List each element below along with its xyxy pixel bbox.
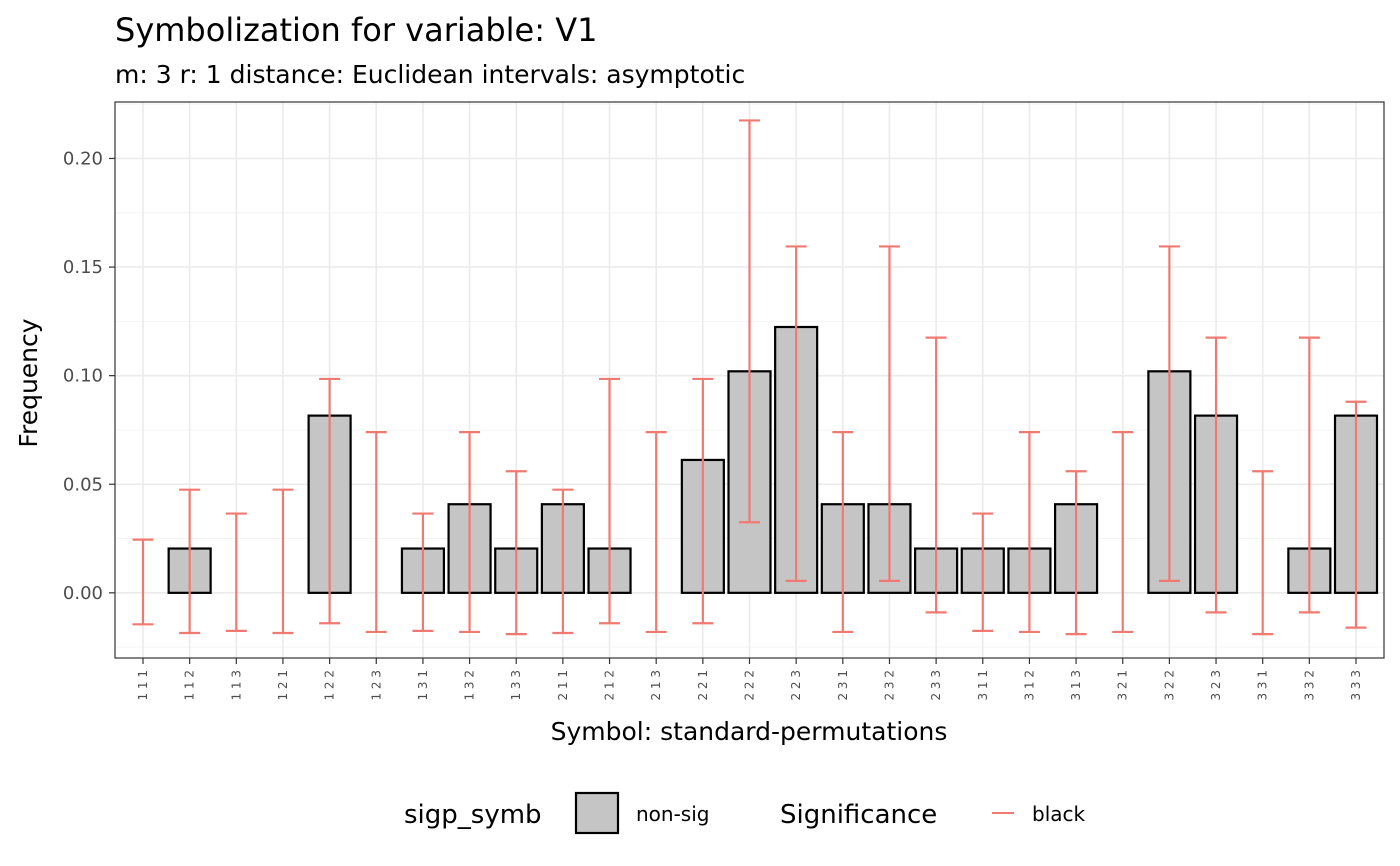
- y-tick-label: 0.00: [63, 583, 103, 604]
- y-axis-ticks: 0.00 0.05 0.10 0.15 0.20: [63, 148, 115, 604]
- x-tick-label: 1 2 3: [369, 670, 383, 701]
- x-tick-label: 1 1 2: [183, 670, 197, 701]
- error-bar: [1298, 336, 1320, 614]
- error-bars: [132, 119, 1367, 636]
- error-bar: [319, 377, 341, 625]
- error-bar: [132, 538, 154, 626]
- error-bar: [739, 119, 760, 524]
- x-tick-label: 1 1 1: [136, 670, 150, 701]
- x-tick-label: 2 3 1: [836, 670, 850, 701]
- error-bar: [832, 431, 854, 634]
- x-tick-label: 2 3 3: [929, 670, 943, 701]
- x-tick-label: 3 1 1: [976, 670, 990, 701]
- y-tick-label: 0.05: [63, 474, 103, 495]
- chart-title: Symbolization for variable: V1: [115, 11, 597, 49]
- chart-subtitle: m: 3 r: 1 distance: Euclidean intervals:…: [115, 60, 745, 89]
- x-tick-label: 2 2 1: [696, 670, 710, 701]
- x-tick-label: 3 2 1: [1116, 670, 1130, 701]
- error-bar: [412, 512, 434, 632]
- x-tick-label: 3 1 3: [1069, 670, 1083, 701]
- error-bar: [878, 245, 900, 582]
- x-tick-label: 1 3 2: [463, 670, 477, 701]
- error-bar: [179, 488, 201, 635]
- x-tick-label: 3 3 1: [1256, 670, 1270, 701]
- error-bar: [692, 377, 714, 625]
- error-bar: [1065, 470, 1087, 636]
- y-tick-label: 0.10: [63, 366, 103, 387]
- legend-fill-title: sigp_symb: [404, 800, 542, 830]
- y-tick-label: 0.20: [63, 148, 103, 169]
- error-bar: [272, 488, 294, 635]
- legend-fill-key: [574, 791, 620, 835]
- legend-line-label: black: [1032, 802, 1086, 826]
- x-tick-label: 3 3 3: [1349, 670, 1363, 701]
- legend-fill-label: non-sig: [636, 802, 709, 826]
- legend-line-title: Significance: [780, 800, 937, 830]
- y-axis-title: Frequency: [14, 318, 43, 447]
- x-tick-label: 3 1 2: [1022, 670, 1036, 701]
- error-bar: [972, 512, 994, 632]
- error-bar: [645, 431, 667, 634]
- x-tick-label: 1 2 2: [323, 670, 337, 701]
- error-bar: [459, 431, 481, 634]
- error-bar: [599, 377, 621, 625]
- x-tick-label: 3 2 2: [1162, 670, 1176, 701]
- error-bar: [1018, 431, 1040, 634]
- bars: [167, 325, 1379, 594]
- x-tick-label: 2 2 2: [743, 670, 757, 701]
- error-bar: [225, 512, 247, 632]
- x-tick-label: 3 3 2: [1302, 670, 1316, 701]
- error-bar: [1252, 470, 1274, 636]
- legend: sigp_symb non-sig Significance black: [404, 791, 1086, 835]
- x-tick-label: 3 2 3: [1209, 670, 1223, 701]
- error-bar: [365, 431, 387, 634]
- error-bar: [1158, 245, 1180, 582]
- x-tick-label: 2 1 2: [603, 670, 617, 701]
- x-axis-title: Symbol: standard-permutations: [551, 717, 948, 746]
- error-bar: [505, 470, 527, 636]
- error-bar: [552, 488, 574, 635]
- x-tick-label: 1 1 3: [229, 670, 243, 701]
- error-bar: [1345, 400, 1367, 629]
- x-tick-label: 1 2 1: [276, 670, 290, 701]
- x-tick-label: 2 1 1: [556, 670, 570, 701]
- x-tick-label: 2 2 3: [789, 670, 803, 701]
- y-tick-label: 0.15: [63, 257, 103, 278]
- error-bar: [1205, 336, 1227, 614]
- x-tick-label: 2 3 2: [882, 670, 896, 701]
- error-bar: [1112, 431, 1134, 634]
- x-tick-label: 1 3 3: [509, 670, 523, 701]
- error-bar: [925, 336, 947, 614]
- x-axis-ticks: 1 1 1 1 1 2 1 1 3 1 2 1 1 2 2 1 2 3 1 3 1 1 3 2…: [136, 658, 1363, 701]
- error-bar: [785, 245, 807, 582]
- x-tick-label: 2 1 3: [649, 670, 663, 701]
- x-tick-label: 1 3 1: [416, 670, 430, 701]
